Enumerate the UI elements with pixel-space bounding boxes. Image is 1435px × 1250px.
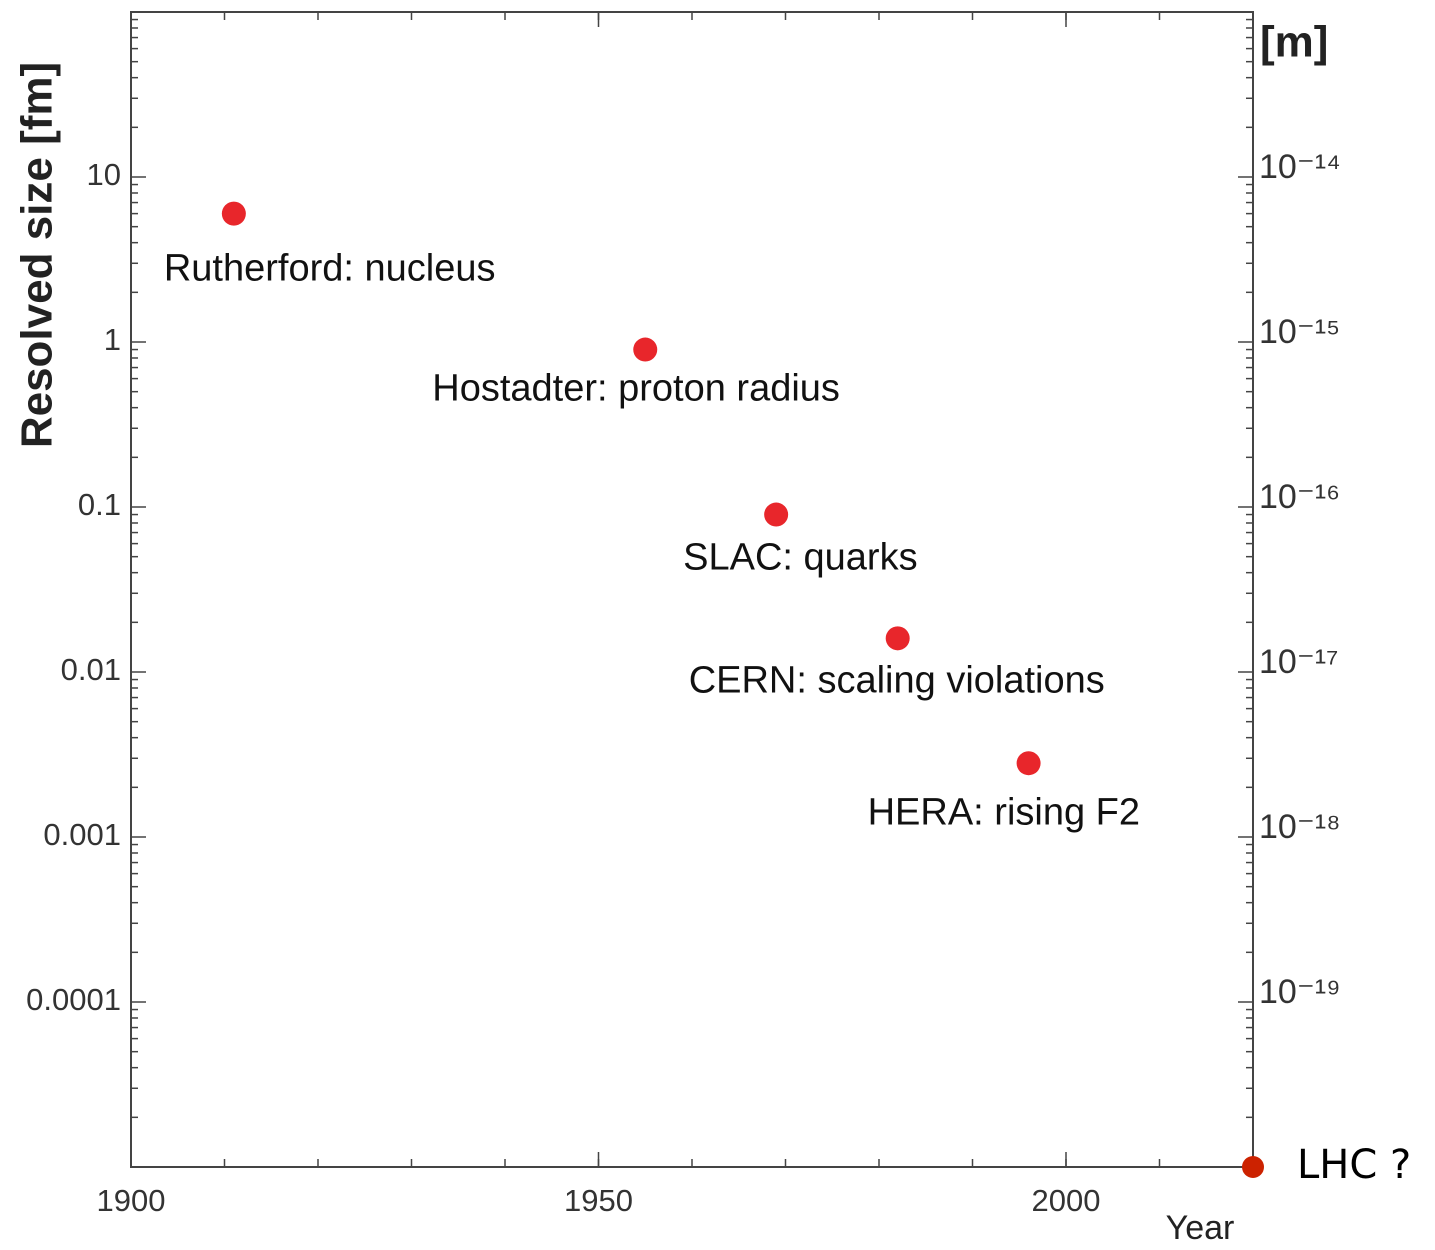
point: [1242, 1156, 1264, 1178]
y-tick-label: 0.01: [61, 652, 121, 687]
y-tick-label: 0.0001: [26, 982, 121, 1017]
point-label: CERN: scaling violations: [689, 659, 1105, 701]
point-label: Hostadter: proton radius: [432, 368, 840, 410]
point: [764, 502, 789, 527]
x-tick-label: 1950: [564, 1183, 633, 1218]
point-label: HERA: rising F2: [868, 791, 1140, 833]
y-tick-label: 1: [104, 322, 121, 357]
x-tick-label: 1900: [97, 1183, 166, 1218]
point-label: SLAC: quarks: [683, 537, 917, 579]
x-tick-label: 2000: [1032, 1183, 1101, 1218]
y2-tick-label: 10⁻¹⁹: [1259, 973, 1341, 1011]
y2-tick-label: 10⁻¹⁵: [1259, 313, 1340, 351]
x-axis-label: Year: [1166, 1209, 1235, 1247]
y-tick-label: 10: [87, 157, 121, 192]
y-tick-label: 0.001: [43, 817, 121, 852]
point-label: LHC ?: [1297, 1142, 1411, 1188]
y2-tick-label: 10⁻¹⁷: [1259, 643, 1338, 681]
point: [1016, 751, 1041, 776]
point: [885, 626, 910, 651]
point-label: Rutherford: nucleus: [164, 248, 496, 290]
y2-tick-label: 10⁻¹⁸: [1259, 808, 1340, 846]
y-tick-label: 0.1: [78, 487, 121, 522]
point: [221, 201, 246, 226]
y2-tick-label: 10⁻¹⁴: [1259, 148, 1341, 186]
point: [633, 337, 658, 362]
y2-tick-label: 10⁻¹⁶: [1259, 478, 1340, 516]
plot-frame: [130, 11, 1254, 1168]
y-axis-label: Resolved size [fm]: [13, 62, 62, 448]
y2-axis-label: [m]: [1260, 18, 1328, 67]
